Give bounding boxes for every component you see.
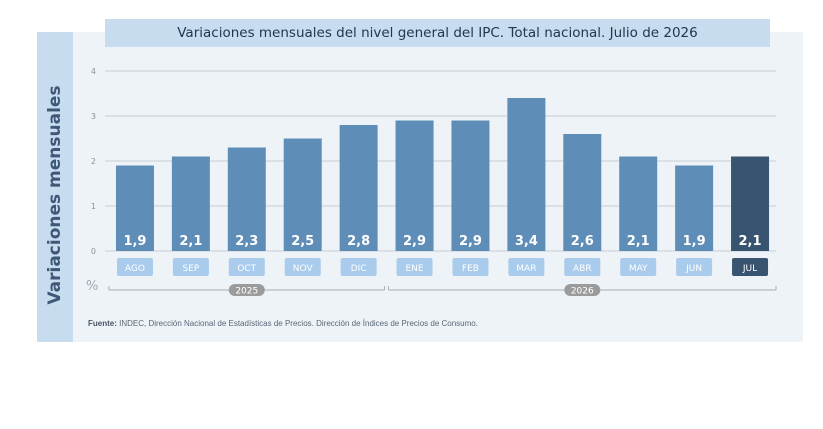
bar — [563, 134, 602, 251]
bar-value-label: 2,1 — [739, 234, 762, 249]
ylabel-strip — [37, 32, 73, 342]
month-label: MAR — [516, 264, 536, 274]
month-tag — [732, 258, 769, 276]
month-tag — [676, 258, 713, 276]
bar-value-label: 2,6 — [571, 234, 594, 249]
value-labels: 1,9 2,1 2,3 2,5 2,8 2,9 2,9 3,4 2,6 2,1 1,9 2,1 — [123, 234, 761, 249]
year-pill — [228, 284, 265, 296]
bar-value-label: 1,9 — [123, 234, 146, 249]
month-tag — [172, 258, 209, 276]
bar — [619, 156, 658, 251]
bar-value-label: 1,9 — [683, 234, 706, 249]
bar — [395, 120, 434, 251]
bar — [283, 138, 322, 251]
year-label: 2025 — [235, 287, 258, 297]
month-tag — [396, 258, 433, 276]
footnote: Fuente: INDEC, Dirección Nacional de Est… — [88, 319, 478, 328]
month-label: SEP — [182, 264, 199, 274]
bar-value-label: 3,4 — [515, 234, 538, 249]
unit-label: % — [86, 279, 98, 294]
month-tag — [508, 258, 545, 276]
y-tick-label: 2 — [91, 157, 96, 166]
bars — [115, 98, 770, 251]
year-label: 2026 — [571, 287, 594, 297]
footnote-label: Fuente: — [88, 319, 117, 328]
month-tag — [452, 258, 489, 276]
month-tag — [564, 258, 601, 276]
footnote-text: INDEC, Dirección Nacional de Estadística… — [119, 319, 478, 328]
grid-lines — [105, 70, 776, 252]
bar — [507, 98, 546, 251]
year-pill — [564, 284, 601, 296]
bar-value-label: 2,3 — [235, 234, 258, 249]
y-tick-label: 1 — [91, 202, 96, 211]
y-tick-labels: 0 1 2 3 4 — [91, 67, 96, 256]
bar — [339, 125, 378, 251]
y-tick-label: 0 — [91, 247, 96, 256]
bar — [227, 147, 266, 251]
month-label: OCT — [237, 264, 256, 274]
bar — [171, 156, 210, 251]
bar-value-label: 2,5 — [291, 234, 314, 249]
month-tags: AGO SEP OCT NOV DIC ENE FEB MAR ABR MAY JUN JUL — [116, 258, 769, 276]
bar-value-label: 2,9 — [459, 234, 482, 249]
month-label: JUL — [742, 264, 757, 274]
title-banner: Variaciones mensuales del nivel general … — [105, 19, 770, 47]
bar-value-label: 2,1 — [179, 234, 202, 249]
month-label: AGO — [125, 264, 145, 274]
month-label: NOV — [293, 264, 314, 274]
bar — [731, 156, 770, 251]
y-tick-label: 4 — [91, 67, 96, 76]
month-label: ENE — [405, 264, 423, 274]
bar-value-label: 2,8 — [347, 234, 370, 249]
month-tag — [284, 258, 321, 276]
month-label: ABR — [573, 264, 592, 274]
month-tag — [340, 258, 377, 276]
month-label: MAY — [629, 264, 648, 274]
bar — [451, 120, 490, 251]
bar-value-label: 2,9 — [403, 234, 426, 249]
month-tag — [228, 258, 265, 276]
y-tick-label: 3 — [91, 112, 96, 121]
month-label: FEB — [462, 264, 479, 274]
bar — [115, 165, 154, 251]
bar-value-label: 2,1 — [627, 234, 650, 249]
month-tag — [116, 258, 153, 276]
month-label: JUN — [685, 264, 702, 274]
bar — [675, 165, 714, 251]
year-brackets: 2025 2026 — [108, 284, 777, 297]
chart-title: Variaciones mensuales del nivel general … — [177, 25, 698, 41]
month-label: DIC — [351, 264, 367, 274]
month-tag — [620, 258, 657, 276]
